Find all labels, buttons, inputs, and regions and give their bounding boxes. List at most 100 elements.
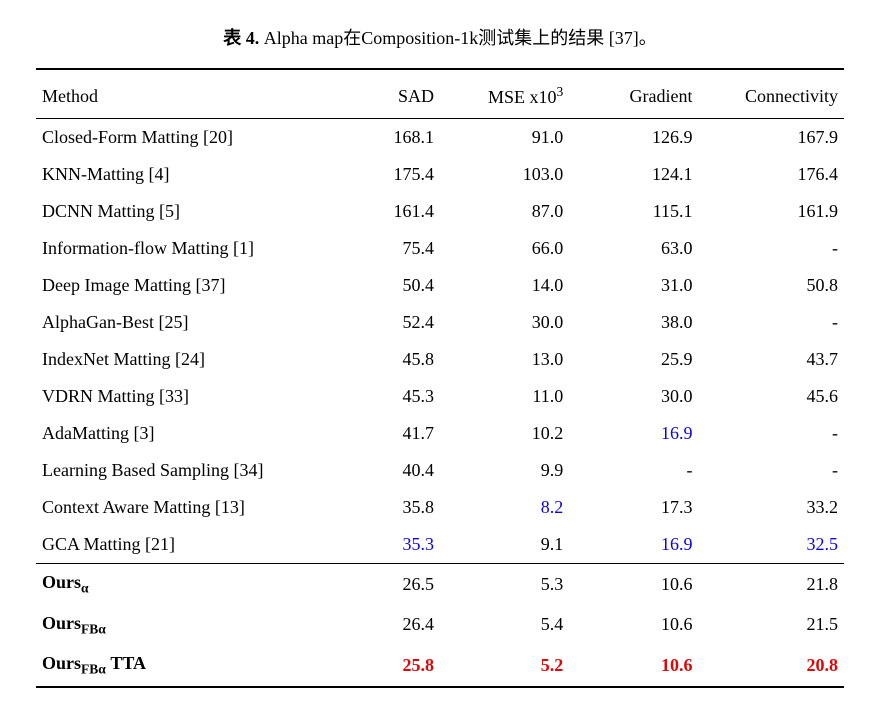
cell-method: Information-flow Matting [1] <box>36 230 343 267</box>
table-row: OursFBα TTA25.85.210.620.8 <box>36 645 844 687</box>
cell-method: VDRN Matting [33] <box>36 378 343 415</box>
cell-conn: 21.8 <box>699 564 844 605</box>
cell-grad: 31.0 <box>569 267 698 304</box>
cell-method: Context Aware Matting [13] <box>36 489 343 526</box>
cell-conn: 33.2 <box>699 489 844 526</box>
cell-mse: 10.2 <box>440 415 569 452</box>
cell-sad: 45.8 <box>343 341 440 378</box>
mse-exp: 3 <box>557 84 564 99</box>
cell-mse: 9.9 <box>440 452 569 489</box>
col-header-connectivity: Connectivity <box>699 69 844 119</box>
cell-method: OursFBα TTA <box>36 645 343 687</box>
cell-grad: - <box>569 452 698 489</box>
cell-conn: - <box>699 452 844 489</box>
cell-grad: 63.0 <box>569 230 698 267</box>
cell-conn: 176.4 <box>699 156 844 193</box>
cell-grad: 17.3 <box>569 489 698 526</box>
cell-mse: 91.0 <box>440 119 569 157</box>
cell-mse: 5.2 <box>440 645 569 687</box>
cell-conn: 43.7 <box>699 341 844 378</box>
cell-mse: 11.0 <box>440 378 569 415</box>
cell-sad: 35.3 <box>343 526 440 564</box>
cell-sad: 52.4 <box>343 304 440 341</box>
cell-grad: 25.9 <box>569 341 698 378</box>
cell-mse: 13.0 <box>440 341 569 378</box>
cell-grad: 16.9 <box>569 415 698 452</box>
cell-method: Oursα <box>36 564 343 605</box>
cell-method: Learning Based Sampling [34] <box>36 452 343 489</box>
cell-mse: 14.0 <box>440 267 569 304</box>
cell-sad: 50.4 <box>343 267 440 304</box>
cell-mse: 9.1 <box>440 526 569 564</box>
cell-mse: 66.0 <box>440 230 569 267</box>
caption-text: Alpha map在Composition-1k测试集上的结果 [37]。 <box>259 28 656 48</box>
cell-mse: 87.0 <box>440 193 569 230</box>
cell-conn: 21.5 <box>699 605 844 646</box>
table-row: IndexNet Matting [24]45.813.025.943.7 <box>36 341 844 378</box>
table-row: Closed-Form Matting [20]168.191.0126.916… <box>36 119 844 157</box>
cell-grad: 30.0 <box>569 378 698 415</box>
col-header-method: Method <box>36 69 343 119</box>
table-row: OursFBα26.45.410.621.5 <box>36 605 844 646</box>
table-row: Information-flow Matting [1]75.466.063.0… <box>36 230 844 267</box>
mse-prefix: MSE <box>488 87 530 107</box>
table-row: AdaMatting [3]41.710.216.9- <box>36 415 844 452</box>
caption-label: 表 4. <box>223 28 259 48</box>
cell-method: Deep Image Matting [37] <box>36 267 343 304</box>
cell-grad: 16.9 <box>569 526 698 564</box>
cell-method: AdaMatting [3] <box>36 415 343 452</box>
table-row: Deep Image Matting [37]50.414.031.050.8 <box>36 267 844 304</box>
cell-mse: 5.3 <box>440 564 569 605</box>
table-row: Learning Based Sampling [34]40.49.9-- <box>36 452 844 489</box>
table-row: DCNN Matting [5]161.487.0115.1161.9 <box>36 193 844 230</box>
cell-method: IndexNet Matting [24] <box>36 341 343 378</box>
cell-conn: 50.8 <box>699 267 844 304</box>
cell-method: KNN-Matting [4] <box>36 156 343 193</box>
cell-method: DCNN Matting [5] <box>36 193 343 230</box>
cell-sad: 26.4 <box>343 605 440 646</box>
cell-sad: 45.3 <box>343 378 440 415</box>
cell-sad: 25.8 <box>343 645 440 687</box>
col-header-sad: SAD <box>343 69 440 119</box>
cell-grad: 124.1 <box>569 156 698 193</box>
cell-sad: 75.4 <box>343 230 440 267</box>
cell-sad: 168.1 <box>343 119 440 157</box>
cell-mse: 30.0 <box>440 304 569 341</box>
cell-sad: 40.4 <box>343 452 440 489</box>
cell-grad: 10.6 <box>569 645 698 687</box>
table-row: Oursα26.55.310.621.8 <box>36 564 844 605</box>
cell-method: AlphaGan-Best [25] <box>36 304 343 341</box>
table-row: Context Aware Matting [13]35.88.217.333.… <box>36 489 844 526</box>
cell-method: GCA Matting [21] <box>36 526 343 564</box>
cell-grad: 10.6 <box>569 564 698 605</box>
table-row: GCA Matting [21]35.39.116.932.5 <box>36 526 844 564</box>
cell-conn: 45.6 <box>699 378 844 415</box>
cell-conn: - <box>699 230 844 267</box>
cell-conn: - <box>699 304 844 341</box>
cell-grad: 10.6 <box>569 605 698 646</box>
cell-mse: 103.0 <box>440 156 569 193</box>
cell-conn: 32.5 <box>699 526 844 564</box>
col-header-mse: MSE x103 <box>440 69 569 119</box>
table-row: KNN-Matting [4]175.4103.0124.1176.4 <box>36 156 844 193</box>
col-header-gradient: Gradient <box>569 69 698 119</box>
cell-grad: 115.1 <box>569 193 698 230</box>
results-table: Method SAD MSE x103 Gradient Connectivit… <box>36 68 844 688</box>
cell-mse: 5.4 <box>440 605 569 646</box>
cell-sad: 26.5 <box>343 564 440 605</box>
cell-method: OursFBα <box>36 605 343 646</box>
cell-conn: 161.9 <box>699 193 844 230</box>
mse-x10: x10 <box>530 87 557 107</box>
cell-conn: - <box>699 415 844 452</box>
table-row: VDRN Matting [33]45.311.030.045.6 <box>36 378 844 415</box>
cell-mse: 8.2 <box>440 489 569 526</box>
cell-grad: 126.9 <box>569 119 698 157</box>
cell-conn: 167.9 <box>699 119 844 157</box>
cell-sad: 35.8 <box>343 489 440 526</box>
cell-method: Closed-Form Matting [20] <box>36 119 343 157</box>
cell-sad: 175.4 <box>343 156 440 193</box>
cell-conn: 20.8 <box>699 645 844 687</box>
table-caption: 表 4. Alpha map在Composition-1k测试集上的结果 [37… <box>36 24 844 50</box>
cell-sad: 41.7 <box>343 415 440 452</box>
cell-grad: 38.0 <box>569 304 698 341</box>
